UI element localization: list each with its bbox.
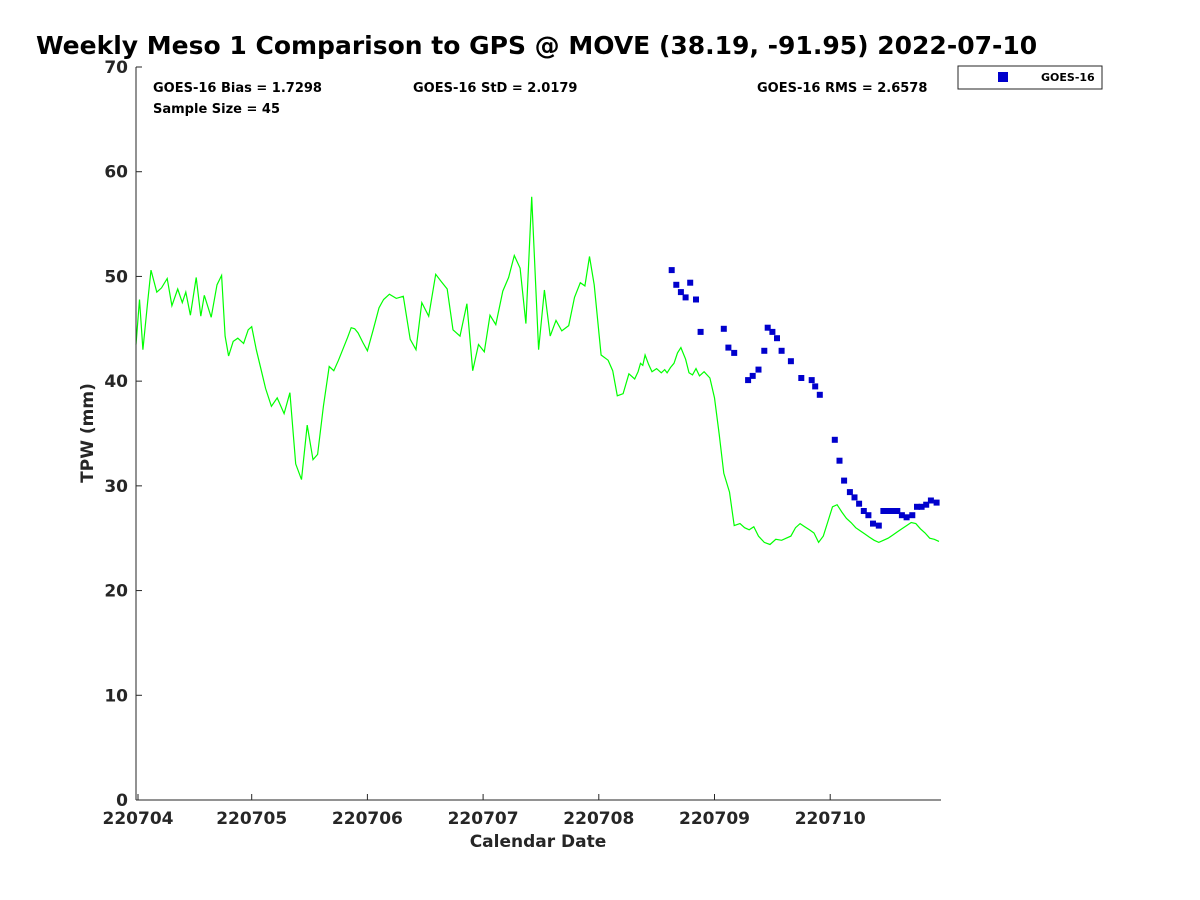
- goes16-point: [816, 391, 823, 398]
- gps-line: [135, 196, 940, 546]
- goes16-point: [697, 328, 704, 335]
- goes16-point: [720, 325, 727, 332]
- goes16-point: [903, 514, 910, 521]
- sample-size-stat: Sample Size = 45: [153, 102, 280, 117]
- y-tick-label: 50: [104, 267, 128, 287]
- x-axis-label: Calendar Date: [470, 832, 607, 852]
- std-stat: GOES-16 StD = 2.0179: [413, 81, 577, 96]
- goes16-point: [914, 503, 920, 510]
- y-ticks: 0 10 20 30 40 50 60 70: [104, 58, 142, 811]
- y-axis-label: TPW (mm): [78, 383, 98, 483]
- goes16-point: [682, 294, 689, 301]
- goes16-point: [933, 499, 940, 506]
- x-ticks: 220704 220705 220706 220707 220708 220709 2207…: [103, 794, 866, 829]
- goes16-point: [831, 436, 838, 443]
- goes16-point: [774, 335, 780, 342]
- x-tick-label: 220706: [332, 809, 403, 829]
- x-tick-label: 220709: [679, 809, 750, 829]
- goes16-series: [668, 267, 940, 529]
- y-tick-label: 30: [104, 477, 128, 497]
- goes16-point: [851, 494, 858, 501]
- goes16-point: [875, 522, 882, 529]
- plot-area: [136, 67, 941, 800]
- goes16-point: [841, 477, 848, 484]
- goes16-point: [856, 500, 863, 507]
- goes16-point: [812, 383, 819, 390]
- goes16-point: [923, 501, 930, 508]
- y-tick-label: 20: [104, 582, 128, 602]
- goes16-point: [918, 503, 925, 510]
- goes16-point: [745, 377, 752, 384]
- x-tick-label: 220705: [216, 809, 287, 829]
- bias-stat: GOES-16 Bias = 1.7298: [153, 81, 322, 96]
- goes16-point: [898, 512, 905, 519]
- y-tick-label: 10: [104, 686, 128, 706]
- y-tick-label: 70: [104, 58, 128, 78]
- goes16-point: [909, 512, 916, 519]
- goes16-point: [778, 347, 785, 354]
- goes16-point: [677, 289, 684, 296]
- rms-stat: GOES-16 RMS = 2.6578: [757, 81, 927, 96]
- goes16-point: [894, 508, 901, 514]
- goes16-point: [749, 372, 756, 379]
- goes16-point: [885, 508, 892, 514]
- goes16-point: [808, 377, 815, 384]
- goes16-point: [846, 489, 853, 496]
- goes16-point: [764, 324, 771, 331]
- goes16-point: [731, 349, 738, 356]
- axes: [135, 67, 941, 801]
- goes16-point: [693, 296, 699, 303]
- goes16-point: [687, 279, 694, 286]
- goes16-point: [798, 375, 805, 381]
- goes16-point: [761, 347, 768, 354]
- goes16-point: [860, 508, 867, 514]
- goes16-point: [865, 512, 872, 519]
- goes16-point: [787, 358, 794, 365]
- legend: GOES-16: [957, 65, 1103, 90]
- goes16-point: [870, 520, 876, 527]
- gps-series: [135, 196, 940, 546]
- goes16-point: [927, 497, 934, 504]
- legend-box: [957, 65, 1103, 90]
- goes16-point: [769, 328, 776, 335]
- legend-label: GOES-16: [1041, 71, 1095, 84]
- y-tick-label: 40: [104, 372, 128, 392]
- goes16-point: [668, 267, 675, 274]
- goes16-point: [889, 508, 896, 514]
- x-tick-label: 220708: [563, 809, 634, 829]
- x-tick-label: 220704: [103, 809, 174, 829]
- goes16-point: [755, 366, 762, 373]
- goes16-point: [725, 344, 732, 351]
- goes16-point: [836, 457, 843, 464]
- legend-marker-square: [998, 72, 1008, 82]
- x-tick-label: 220710: [795, 809, 866, 829]
- chart-title: Weekly Meso 1 Comparison to GPS @ MOVE (…: [36, 31, 1037, 60]
- y-tick-label: 60: [104, 163, 128, 183]
- x-tick-label: 220707: [448, 809, 519, 829]
- goes16-point: [880, 508, 887, 514]
- goes16-point: [673, 281, 680, 288]
- plot-background: [136, 67, 941, 800]
- y-tick-label: 0: [116, 791, 128, 811]
